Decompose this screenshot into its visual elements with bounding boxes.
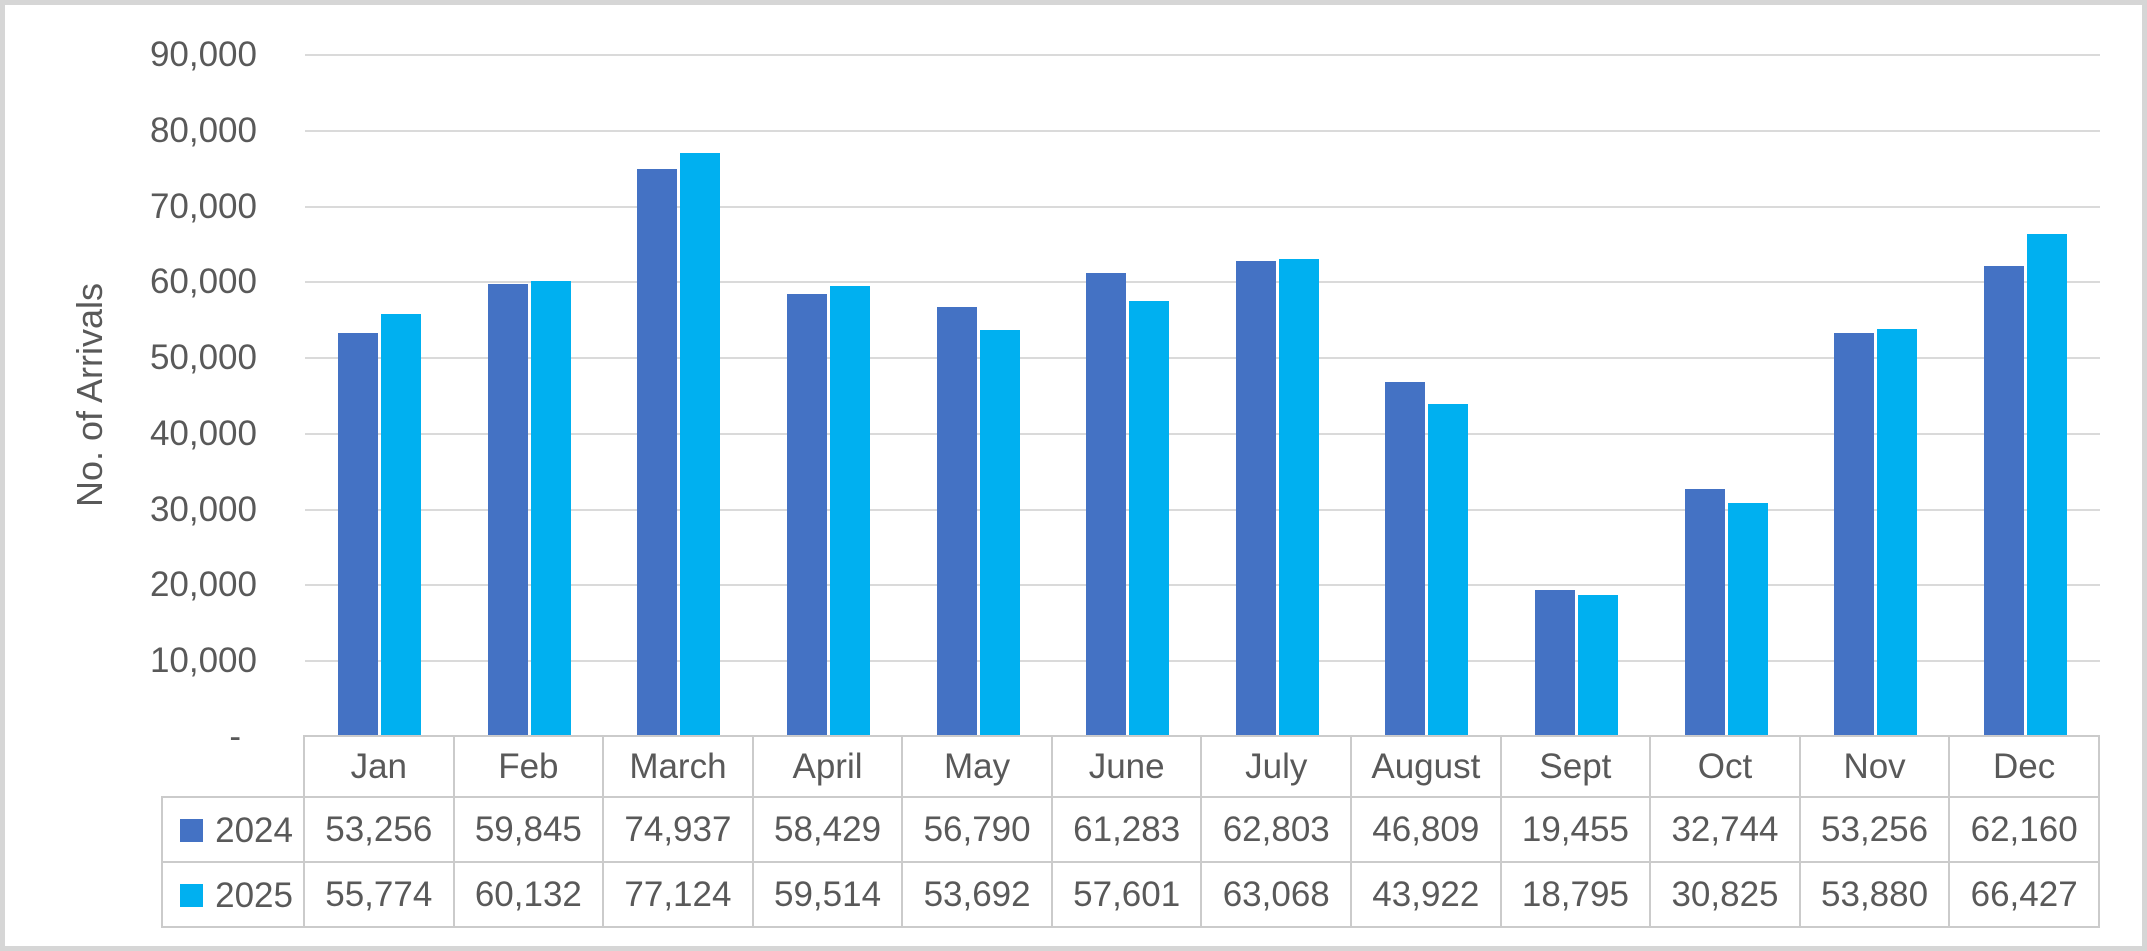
value-cell-2025-jan: 55,774 (303, 861, 455, 928)
bar-2024-may (936, 306, 977, 737)
value-cell-2024-june: 61,283 (1050, 796, 1203, 863)
y-axis-tick-label: 60,000 (149, 262, 257, 302)
y-axis-tick-label: - (229, 717, 241, 756)
value-cell-2025-june: 57,601 (1050, 861, 1203, 928)
bar-2025-march (680, 152, 721, 737)
bar-2025-july (1278, 259, 1319, 737)
value-cell-2025-may: 53,692 (901, 861, 1053, 928)
bar-2025-nov (1877, 328, 1918, 737)
bar-2025-sept (1577, 594, 1618, 737)
value-cell-2024-dec: 62,160 (1948, 796, 2100, 863)
bar-2024-april (787, 294, 828, 737)
value-cell-2025-nov: 53,880 (1798, 861, 1951, 928)
y-axis-tick-label: 40,000 (149, 413, 257, 453)
gridline (305, 432, 2100, 435)
y-axis-tick-label: 50,000 (149, 338, 257, 378)
bar-2024-nov (1834, 333, 1875, 737)
bar-2024-jan (338, 333, 379, 737)
value-cell-2024-jan: 53,256 (303, 796, 455, 863)
gridline (305, 660, 2100, 663)
value-cell-2025-feb: 60,132 (452, 861, 605, 928)
y-axis-tick-label: 30,000 (149, 489, 257, 529)
value-cell-2025-sept: 18,795 (1499, 861, 1652, 928)
legend-swatch-2024 (180, 818, 204, 842)
bar-2024-oct (1684, 488, 1725, 737)
bar-2025-feb (530, 281, 571, 737)
value-cell-2025-oct: 30,825 (1649, 861, 1801, 928)
bar-2024-august (1385, 382, 1426, 737)
series-label: 2025 (215, 875, 293, 915)
month-header-cell: Dec (1948, 735, 2100, 798)
bar-2024-sept (1534, 589, 1575, 737)
bar-2025-august (1428, 404, 1469, 737)
bar-2025-may (979, 330, 1020, 737)
month-header-cell: August (1350, 735, 1502, 798)
value-cell-2024-march: 74,937 (602, 796, 754, 863)
value-cell-2024-august: 46,809 (1350, 796, 1502, 863)
value-cell-2024-april: 58,429 (751, 796, 904, 863)
month-header-cell: Jan (303, 735, 455, 798)
gridline (305, 508, 2100, 511)
bar-2025-jan (381, 314, 422, 737)
row-header-cell: 2024 (161, 796, 305, 863)
bar-2025-june (1129, 300, 1170, 737)
month-header-cell: May (901, 735, 1053, 798)
y-axis-tick-label: 80,000 (149, 110, 257, 150)
row-header-cell: 2025 (161, 861, 305, 928)
value-cell-2025-august: 43,922 (1350, 861, 1502, 928)
month-header-cell: Nov (1798, 735, 1951, 798)
gridline (305, 54, 2100, 56)
value-cell-2024-may: 56,790 (901, 796, 1053, 863)
bar-2025-april (830, 286, 871, 737)
bar-2024-march (637, 169, 678, 737)
month-header-cell: Feb (452, 735, 605, 798)
gridline (305, 584, 2100, 587)
plot-area: - 10,000 20,000 30,000 40,000 50,000 60,000 70,… (5, 5, 2142, 946)
y-axis-tick-label: 70,000 (149, 186, 257, 226)
y-axis-tick-label: 20,000 (149, 565, 257, 605)
series-label: 2024 (215, 810, 293, 850)
legend-swatch-2025 (180, 883, 204, 907)
gridline (305, 357, 2100, 360)
value-cell-2025-july: 63,068 (1200, 861, 1353, 928)
month-header-cell: July (1200, 735, 1353, 798)
value-cell-2025-dec: 66,427 (1948, 861, 2100, 928)
bar-2025-oct (1727, 503, 1768, 737)
gridline (305, 281, 2100, 284)
value-cell-2025-march: 77,124 (602, 861, 754, 928)
gridline (305, 205, 2100, 208)
value-cell-2025-april: 59,514 (751, 861, 904, 928)
month-header-cell: Oct (1649, 735, 1801, 798)
y-axis-tick-label: 90,000 (149, 35, 257, 74)
y-axis-title: No. of Arrivals (69, 282, 110, 508)
value-cell-2024-sept: 19,455 (1499, 796, 1652, 863)
bar-2024-june (1086, 272, 1127, 737)
month-header-cell: April (751, 735, 904, 798)
month-header-cell: Sept (1499, 735, 1652, 798)
bar-2024-feb (487, 283, 528, 737)
value-cell-2024-oct: 32,744 (1649, 796, 1801, 863)
bar-2025-dec (2026, 233, 2067, 737)
chart-data-table: Jan Feb March April May June July August Sept Oct… (161, 735, 2100, 928)
value-cell-2024-july: 62,803 (1200, 796, 1353, 863)
gridline (305, 129, 2100, 132)
month-header-cell: March (602, 735, 754, 798)
y-axis-tick-label: 10,000 (149, 641, 257, 681)
value-cell-2024-feb: 59,845 (452, 796, 605, 863)
month-header-cell: June (1050, 735, 1203, 798)
bar-2024-july (1235, 261, 1276, 737)
table-corner-cell (162, 736, 304, 797)
value-cell-2024-nov: 53,256 (1798, 796, 1951, 863)
bar-2024-dec (1983, 265, 2024, 737)
